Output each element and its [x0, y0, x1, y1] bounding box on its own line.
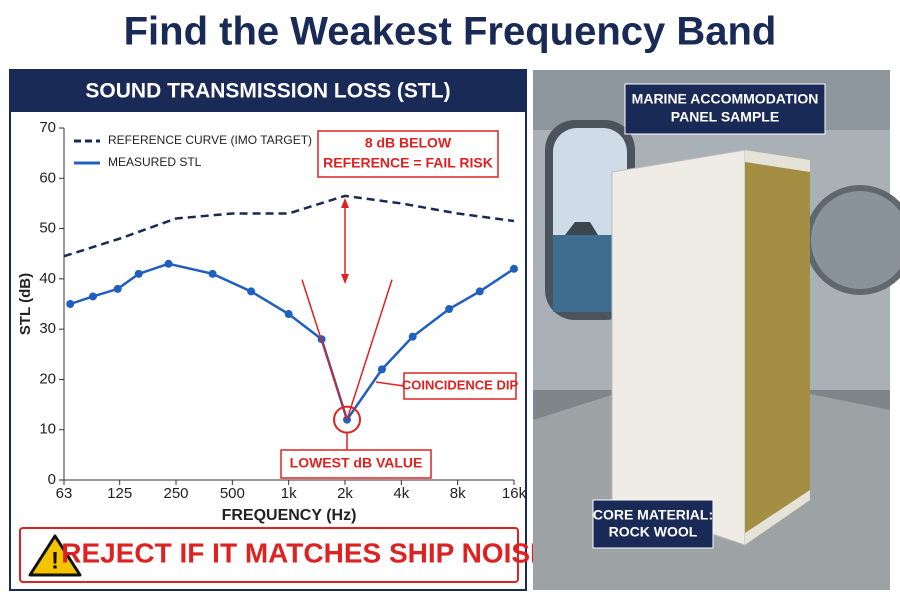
x-axis-label: FREQUENCY (Hz): [222, 507, 357, 524]
data-point: [247, 287, 256, 296]
chart-title: SOUND TRANSMISSION LOSS (STL): [85, 80, 450, 103]
data-point: [113, 284, 122, 293]
legend-label: MEASURED STL: [108, 155, 202, 169]
y-tick-label: 20: [39, 370, 56, 387]
warning-icon-mark: !: [51, 547, 59, 574]
panel-label: PANEL SAMPLE: [671, 109, 779, 125]
photo: MARINE ACCOMMODATION PANEL SAMPLE CORE M…: [533, 70, 900, 590]
page-title: Find the Weakest Frequency Band: [124, 10, 777, 54]
data-point: [445, 305, 454, 314]
annotation-box: [317, 130, 499, 178]
data-point: [510, 264, 518, 273]
x-tick-label: 16k: [502, 485, 527, 502]
y-tick-label: 0: [48, 471, 56, 488]
data-point: [284, 310, 293, 319]
y-tick-label: 10: [39, 421, 56, 438]
y-tick-label: 60: [39, 169, 56, 186]
warning-icon: [28, 534, 82, 577]
x-tick-label: 250: [163, 485, 188, 502]
panel-face: [611, 149, 746, 546]
chart-header: [10, 70, 526, 112]
y-axis-label: STL (dB): [17, 273, 34, 335]
panel-label: MARINE ACCOMMODATION: [632, 91, 819, 107]
x-tick-label: 500: [220, 485, 245, 502]
annotation: LOWEST dB VALUE: [290, 455, 423, 471]
core-label: ROCK WOOL: [609, 524, 698, 540]
data-point: [66, 300, 75, 308]
y-tick-label: 50: [39, 220, 56, 237]
annotation: COINCIDENCE DIP: [402, 377, 519, 392]
data-point: [408, 332, 417, 341]
legend-label: REFERENCE CURVE (IMO TARGET): [108, 133, 312, 147]
core-label-box: [592, 499, 714, 549]
annotation-pointer: [375, 381, 405, 387]
x-tick-label: 125: [107, 485, 132, 502]
data-point: [377, 365, 386, 374]
warning-text: REJECT IF IT MATCHES SHIP NOISE: [61, 537, 548, 568]
x-tick-label: 8k: [450, 485, 466, 502]
series-line: [63, 194, 515, 258]
annotation-box: [403, 372, 517, 400]
arrowhead: [341, 198, 350, 284]
x-tick-label: 4k: [393, 485, 409, 502]
panel-core: [745, 150, 810, 545]
hatch-door: [805, 185, 900, 295]
core-label: CORE MATERIAL:: [593, 507, 713, 523]
y-tick-label: 70: [39, 119, 56, 136]
x-tick-label: 2k: [337, 485, 353, 502]
data-point: [164, 259, 173, 268]
panel-label-box: [624, 83, 826, 135]
dip-guide: [346, 279, 393, 420]
annotation: REFERENCE = FAIL RISK: [323, 155, 493, 171]
ship: [565, 222, 598, 235]
data-point: [208, 269, 217, 278]
y-tick-label: 30: [39, 320, 56, 337]
annotation-box: [280, 449, 432, 479]
warning-box: [19, 527, 519, 583]
x-tick-label: 1k: [281, 485, 297, 502]
data-point: [88, 292, 97, 301]
y-tick-label: 40: [39, 270, 56, 287]
data-point: [475, 287, 484, 296]
data-point: [134, 269, 143, 278]
annotation: 8 dB BELOW: [365, 135, 452, 151]
dip-guide: [301, 279, 348, 420]
x-tick-label: 63: [56, 485, 73, 502]
